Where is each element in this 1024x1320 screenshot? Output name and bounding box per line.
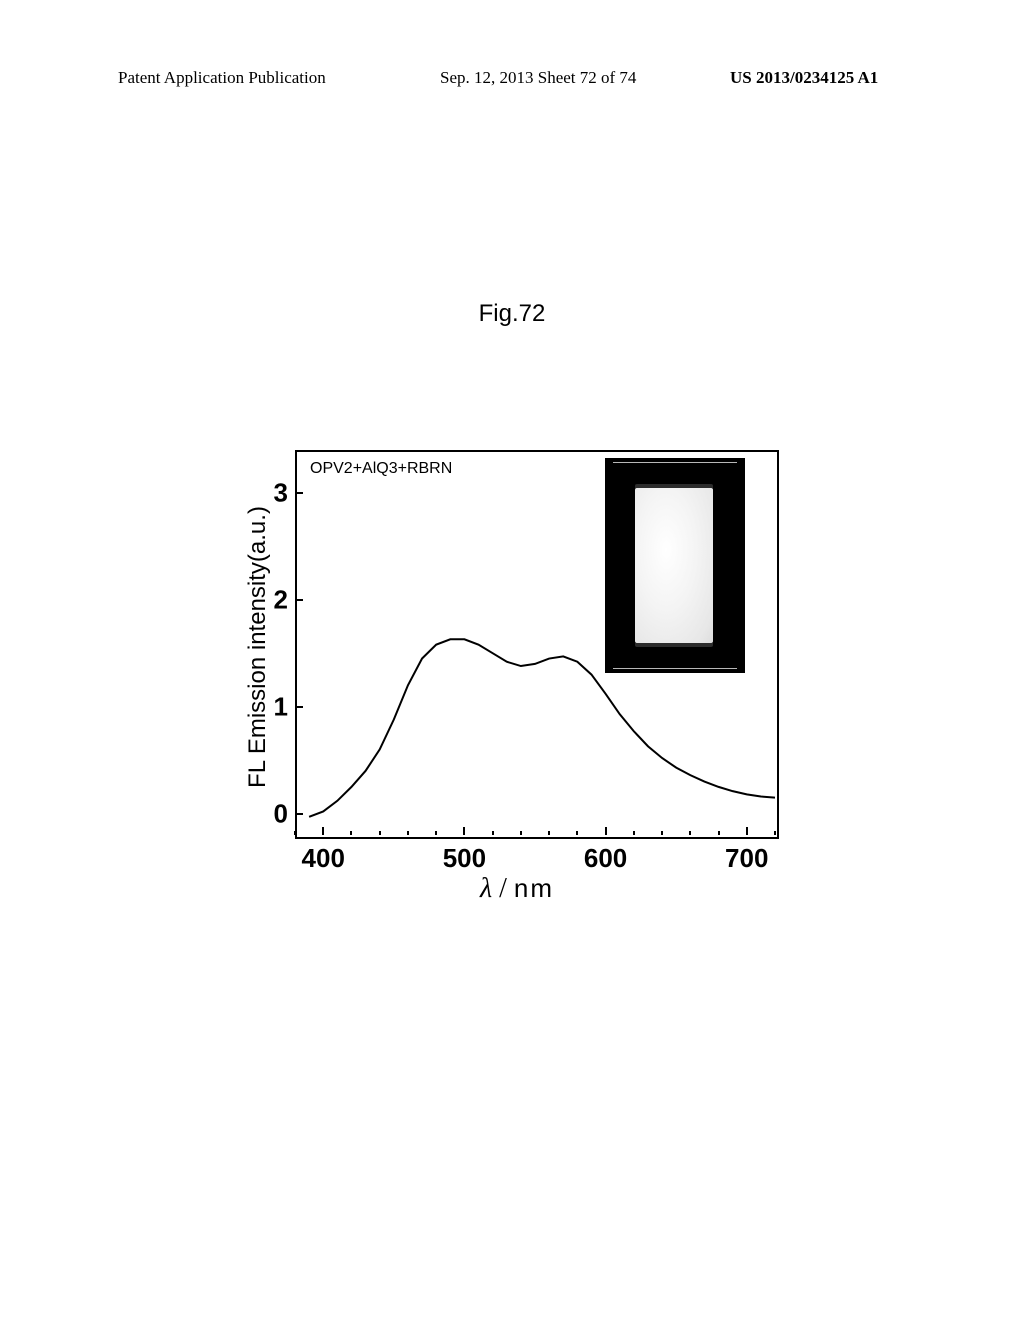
x-tick-label: 400 [302,843,345,874]
y-tick-mark [295,492,303,494]
x-minor-tick [520,831,522,835]
x-minor-tick [718,831,720,835]
y-axis-label: FL Emission intensity(a.u.) [244,506,272,788]
cuvette-photo-inset [605,458,745,673]
x-minor-tick [379,831,381,835]
x-tick-mark [322,827,324,835]
header-left: Patent Application Publication [118,68,326,88]
cuvette-glow [635,488,713,643]
y-tick-mark [295,599,303,601]
emission-spectrum-chart: 0123 400500600700 FL Emission intensity(… [225,438,790,883]
x-minor-tick [633,831,635,835]
header-right: US 2013/0234125 A1 [730,68,878,88]
x-minor-tick [407,831,409,835]
inset-top-edge [613,462,737,463]
x-minor-tick [350,831,352,835]
y-tick-label: 3 [260,477,288,508]
x-minor-tick [661,831,663,835]
x-minor-tick [548,831,550,835]
chart-legend: OPV2+AlQ3+RBRN [310,460,452,478]
x-axis-unit: nm [514,873,554,903]
x-tick-mark [605,827,607,835]
patent-page: Patent Application Publication Sep. 12, … [0,0,1024,1320]
x-tick-label: 700 [725,843,768,874]
y-tick-mark [295,813,303,815]
x-minor-tick [492,831,494,835]
header-center: Sep. 12, 2013 Sheet 72 of 74 [440,68,636,88]
x-minor-tick [435,831,437,835]
x-tick-mark [463,827,465,835]
x-axis-label: λ / nm [480,873,554,905]
x-minor-tick [774,831,776,835]
x-axis-symbol: λ [480,873,492,904]
y-tick-label: 0 [260,798,288,829]
x-tick-label: 500 [443,843,486,874]
x-minor-tick [576,831,578,835]
x-tick-label: 600 [584,843,627,874]
x-minor-tick [294,831,296,835]
y-tick-mark [295,706,303,708]
inset-bottom-edge [613,668,737,669]
x-tick-mark [746,827,748,835]
x-minor-tick [689,831,691,835]
figure-number-label: Fig.72 [479,300,546,328]
x-axis-sep: / [492,873,514,904]
